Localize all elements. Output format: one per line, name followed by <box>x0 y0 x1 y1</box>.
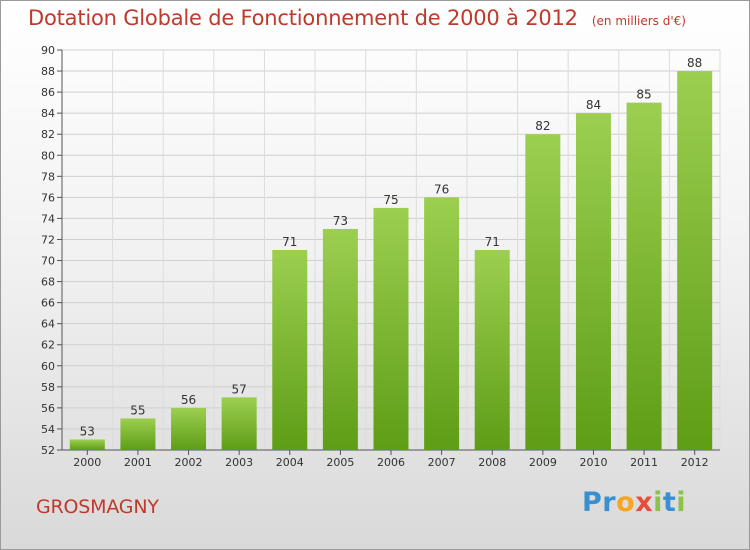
y-tick-label: 72 <box>41 233 55 246</box>
data-label: 71 <box>485 235 500 249</box>
data-label: 57 <box>232 382 247 396</box>
y-tick-label: 74 <box>41 212 55 225</box>
unit-note: (en milliers d'€) <box>591 14 686 28</box>
y-tick-label: 70 <box>41 255 55 268</box>
bar-2000 <box>69 439 105 450</box>
y-tick-label: 80 <box>41 149 55 162</box>
bar-2004 <box>272 250 308 450</box>
bar-2007 <box>424 197 460 450</box>
x-tick-label: 2004 <box>276 456 304 469</box>
proxiti-logo: Proxiti <box>582 487 686 518</box>
y-tick-label: 54 <box>41 423 55 436</box>
y-tick-label: 88 <box>41 65 55 78</box>
y-tick-label: 66 <box>41 297 55 310</box>
chart-title: Dotation Globale de Fonctionnement de 20… <box>28 6 578 30</box>
y-tick-label: 78 <box>41 170 55 183</box>
y-tick-label: 68 <box>41 276 55 289</box>
logo-letter: i <box>653 487 663 518</box>
data-label: 75 <box>383 193 398 207</box>
x-tick-label: 2005 <box>326 456 354 469</box>
x-tick-label: 2003 <box>225 456 253 469</box>
logo-letter: P <box>582 487 603 518</box>
bar-2012 <box>677 71 713 450</box>
data-label: 55 <box>130 403 145 417</box>
bar-2005 <box>322 228 358 450</box>
y-tick-label: 56 <box>41 402 55 415</box>
data-label: 84 <box>586 98 601 112</box>
y-tick-label: 52 <box>41 444 55 457</box>
bar-2010 <box>575 113 611 450</box>
data-label: 71 <box>282 235 297 249</box>
y-tick-label: 82 <box>41 128 55 141</box>
x-tick-label: 2006 <box>377 456 405 469</box>
x-tick-label: 2010 <box>579 456 607 469</box>
bar-2008 <box>474 250 510 450</box>
y-tick-label: 90 <box>41 44 55 57</box>
y-tick-label: 86 <box>41 86 55 99</box>
x-tick-label: 2009 <box>529 456 557 469</box>
x-tick-label: 2000 <box>73 456 101 469</box>
x-tick-label: 2001 <box>124 456 152 469</box>
x-tick-label: 2008 <box>478 456 506 469</box>
bar-2001 <box>120 418 156 450</box>
bar-2006 <box>373 207 409 450</box>
data-label: 85 <box>636 88 651 102</box>
value-labels: 53 55 56 57 71 73 75 76 71 82 84 85 88 <box>80 56 703 438</box>
y-tick-label: 62 <box>41 339 55 352</box>
bar-2003 <box>221 397 257 450</box>
bars <box>69 71 713 451</box>
y-tick-label: 64 <box>41 318 55 331</box>
chart-title-block: Dotation Globale de Fonctionnement de 20… <box>28 6 686 30</box>
town-name: GROSMAGNY <box>36 496 159 518</box>
logo-letter: x <box>635 487 654 518</box>
data-label: 53 <box>80 424 95 438</box>
bar-2011 <box>626 102 662 450</box>
logo-letter: t <box>662 487 677 518</box>
x-tick-label: 2002 <box>175 456 203 469</box>
data-label: 82 <box>535 119 550 133</box>
x-tick-label: 2012 <box>681 456 709 469</box>
logo-letter: i <box>676 487 687 518</box>
y-tick-label: 76 <box>41 191 55 204</box>
data-label: 56 <box>181 393 196 407</box>
y-tick-label: 58 <box>41 381 55 394</box>
axes: 52 54 56 58 60 62 64 66 68 70 72 74 76 78 80 82 84 86 88 90… <box>41 44 720 469</box>
x-tick-label: 2011 <box>630 456 658 469</box>
y-tick-label: 84 <box>41 107 55 120</box>
bar-2009 <box>525 134 561 451</box>
x-tick-label: 2007 <box>428 456 456 469</box>
data-label: 73 <box>333 214 348 228</box>
y-tick-label: 60 <box>41 360 55 373</box>
logo-letter: o <box>616 487 636 518</box>
data-label: 76 <box>434 182 449 196</box>
logo-letter: r <box>602 487 617 518</box>
bar-2002 <box>171 407 207 450</box>
data-label: 88 <box>687 56 702 70</box>
